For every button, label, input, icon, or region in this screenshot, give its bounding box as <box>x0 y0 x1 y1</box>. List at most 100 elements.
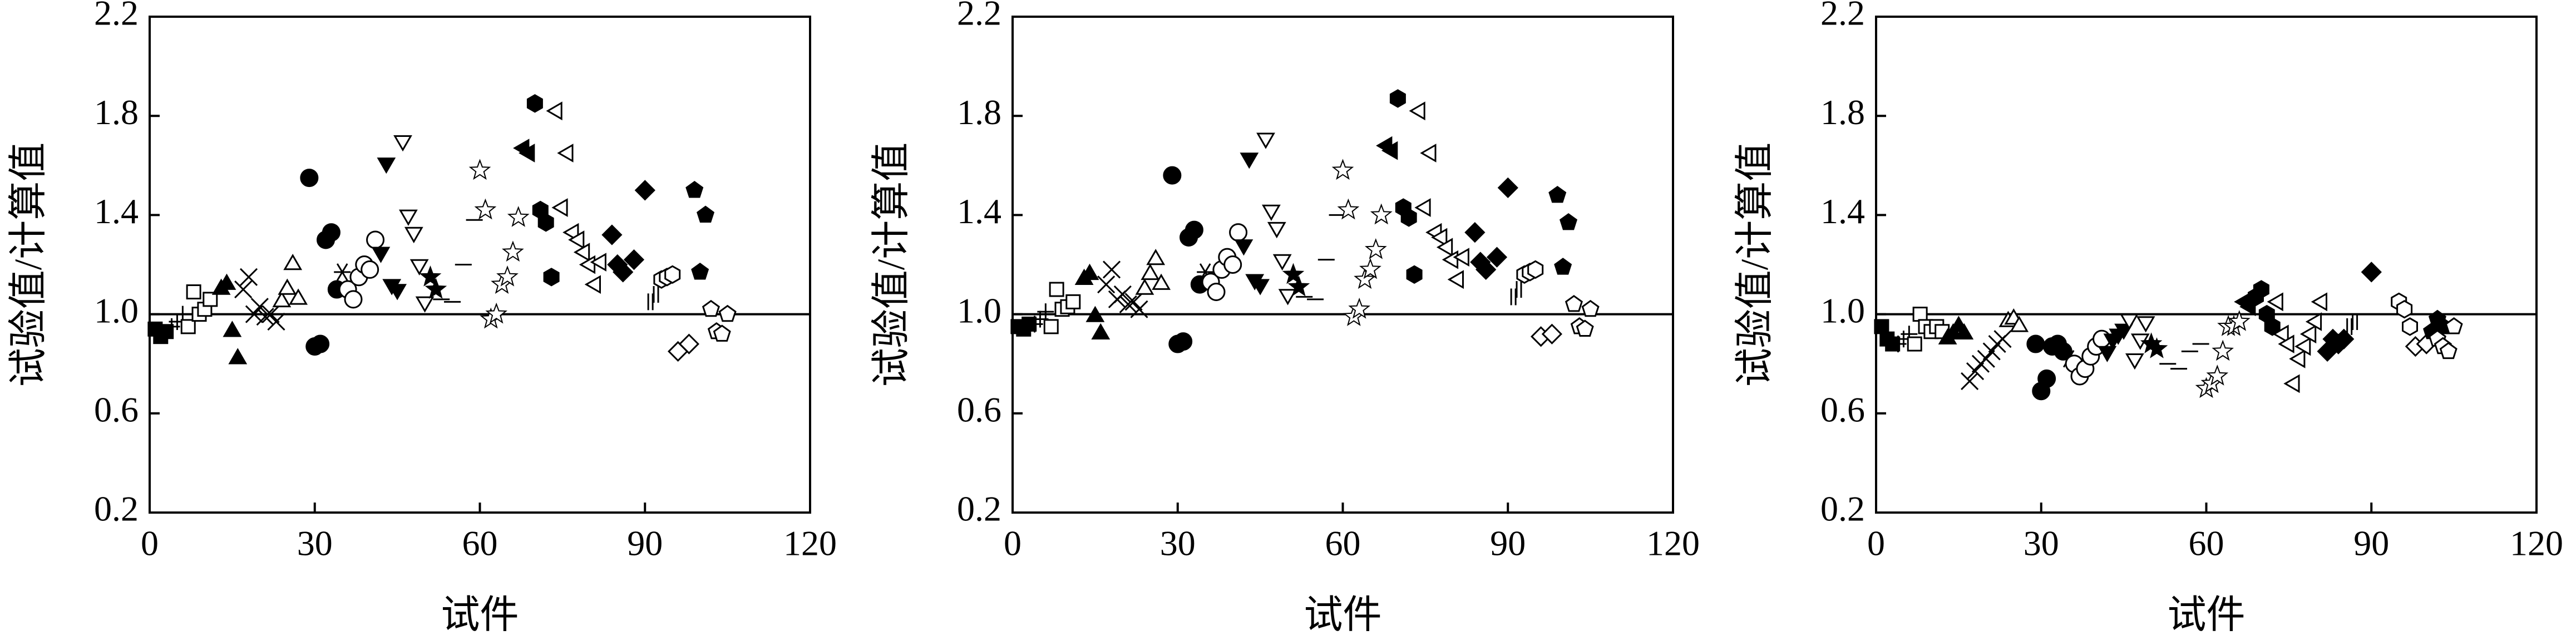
data-point <box>1414 198 1431 217</box>
data-point <box>2311 292 2327 312</box>
data-point <box>419 265 442 287</box>
data-point <box>1431 228 1448 247</box>
marker-shape <box>377 157 396 174</box>
marker-shape <box>228 348 248 365</box>
marker-shape <box>2136 316 2155 333</box>
marker-shape <box>507 206 530 227</box>
plot-frame <box>149 16 811 514</box>
data-point <box>1146 249 1166 265</box>
data-point <box>289 288 308 305</box>
marker-shape <box>557 144 574 163</box>
data-point <box>613 262 634 283</box>
data-point <box>1207 283 1226 302</box>
data-point <box>1354 268 1376 289</box>
marker-shape <box>474 198 497 220</box>
data-point <box>1486 247 1508 268</box>
x-tick-label: 120 <box>2510 524 2563 563</box>
data-point <box>2305 312 2322 331</box>
marker-stroke <box>250 298 269 316</box>
data-point <box>1080 263 1099 280</box>
data-point <box>1331 159 1354 180</box>
marker-shape <box>1406 265 1423 284</box>
marker-shape <box>283 253 303 270</box>
marker-shape <box>2267 292 2283 312</box>
y-tick-label: 1.8 <box>957 92 1001 132</box>
marker-shape <box>2439 342 2457 360</box>
marker-shape <box>1912 307 1928 322</box>
marker-shape <box>1282 263 1305 284</box>
marker-stroke <box>1199 263 1211 281</box>
marker-shape <box>425 278 447 299</box>
data-point <box>1541 323 1563 344</box>
data-point <box>1464 221 1486 243</box>
y-tick-label: 0.6 <box>1820 390 1865 429</box>
data-point <box>1364 238 1387 259</box>
data-point <box>2361 262 2382 283</box>
marker-shape <box>2125 353 2144 370</box>
data-point <box>322 223 340 242</box>
marker-shape <box>278 278 297 295</box>
marker-shape <box>485 302 508 324</box>
data-point <box>691 263 709 280</box>
data-point <box>1113 285 1132 304</box>
data-point <box>1993 330 2012 348</box>
marker-shape <box>311 334 330 353</box>
data-point <box>2278 334 2294 353</box>
data-point <box>2136 316 2155 333</box>
x-tick-label: 120 <box>783 524 837 563</box>
x-tick-label: 120 <box>1646 524 1700 563</box>
data-point <box>1130 300 1148 318</box>
marker-shape <box>2361 262 2382 283</box>
y-tick-label: 0.2 <box>1820 489 1865 529</box>
data-point <box>1049 282 1064 297</box>
data-point <box>1982 342 2001 361</box>
marker-shape <box>1091 323 1111 339</box>
data-point <box>217 273 236 290</box>
data-point <box>272 291 292 308</box>
marker-shape <box>1080 263 1099 280</box>
data-point <box>1497 177 1518 199</box>
marker-stroke <box>1961 372 1979 390</box>
data-point <box>1977 349 1995 368</box>
marker-shape <box>366 230 385 249</box>
y-tick-label: 0.6 <box>94 390 139 429</box>
data-point <box>1955 323 1974 339</box>
data-point <box>2010 316 2029 332</box>
data-point <box>2264 317 2281 336</box>
marker-shape <box>223 321 242 337</box>
x-tick-label: 60 <box>2189 524 2224 563</box>
data-point <box>584 275 601 294</box>
data-point <box>366 230 385 249</box>
marker-shape <box>1234 239 1254 256</box>
data-point <box>1251 279 1270 296</box>
data-point <box>1527 260 1544 279</box>
data-point <box>697 205 715 223</box>
data-point <box>1961 372 1979 390</box>
data-point <box>361 260 379 279</box>
x-axis-label: 试件 <box>2168 594 2246 637</box>
marker-shape <box>217 273 236 290</box>
data-point <box>239 268 258 286</box>
marker-shape <box>2253 280 2269 299</box>
marker-shape <box>590 253 606 272</box>
marker-shape <box>2120 313 2139 330</box>
marker-shape <box>2228 310 2251 331</box>
data-point <box>634 180 655 201</box>
data-point <box>546 101 562 121</box>
marker-shape <box>501 240 524 262</box>
x-tick-label: 30 <box>2024 524 2059 563</box>
marker-shape <box>415 296 435 313</box>
data-point <box>1359 258 1381 279</box>
data-point <box>551 198 568 217</box>
marker-shape <box>393 135 412 152</box>
marker-shape <box>623 249 645 270</box>
marker-shape <box>2305 312 2322 331</box>
data-point <box>713 324 731 342</box>
data-point <box>1874 319 1889 334</box>
marker-shape <box>409 259 429 275</box>
data-point <box>186 284 201 300</box>
y-axis-label: 试验值/计算值 <box>870 142 913 387</box>
marker-shape <box>526 94 543 113</box>
marker-shape <box>584 275 601 294</box>
marker-shape <box>1256 132 1275 149</box>
